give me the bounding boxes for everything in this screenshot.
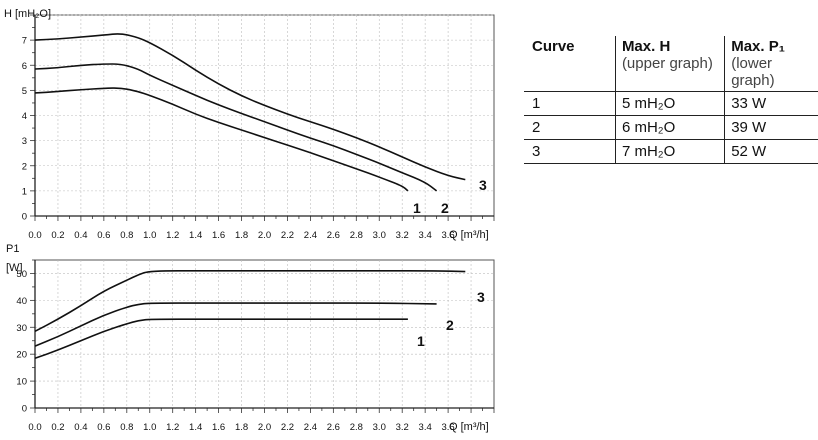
x-tick-label: 2.0 <box>258 422 271 433</box>
x-tick-label: 0.6 <box>97 422 110 433</box>
y-tick-label: 6 <box>22 61 27 72</box>
head-curve-chart: 0.0 0.2 0.4 0.6 0.8 1.0 1.2 1.4 1.6 1.8 2.0 2.2 2.4 2… <box>4 8 495 241</box>
curve-2-line <box>34 63 438 192</box>
header-max-h-title: Max. H <box>621 38 671 55</box>
table-row: 3 7 mH₂O 52 W <box>524 139 818 164</box>
x-tick-label: 3.2 <box>396 230 409 241</box>
x-tick-label: 3.4 <box>419 230 432 241</box>
x-tick-label: 0.4 <box>74 230 87 241</box>
x-tick-label: 3.6 <box>441 230 454 241</box>
y-axis-unit: [W] <box>6 262 23 274</box>
x-tick-label: 1.8 <box>235 422 248 433</box>
x-tick-label: 1.2 <box>166 230 179 241</box>
y-tick-label: 10 <box>16 377 27 388</box>
x-tick-label: 0.8 <box>120 422 133 433</box>
x-tick-label: 1.0 <box>143 230 156 241</box>
x-tick-label: 1.4 <box>189 422 202 433</box>
x-tick-label: 3.2 <box>396 422 409 433</box>
header-max-p: Max. P₁ (lower graph) <box>724 36 818 92</box>
y-tick-label: 5 <box>22 86 27 97</box>
header-curve-title: Curve <box>532 38 575 55</box>
y-tick-label: 30 <box>16 323 27 334</box>
cell-max-h: 5 mH₂O <box>614 91 725 116</box>
x-tick-label: 1.0 <box>143 422 156 433</box>
cell-curve: 1 <box>532 95 541 112</box>
x-tick-label: 0.4 <box>74 422 87 433</box>
x-tick-label: 0.8 <box>120 230 133 241</box>
y-tick-label: 1 <box>22 186 27 197</box>
x-tick-label: 1.2 <box>166 422 179 433</box>
header-max-p-title: Max. P₁ <box>731 38 785 55</box>
x-tick-label: 3.0 <box>373 230 386 241</box>
x-tick-label: 2.6 <box>327 230 340 241</box>
cell-max-h: 6 mH₂O <box>614 115 725 140</box>
curve-spec-table: Curve Max. H (upper graph) Max. P₁ (lowe… <box>524 36 818 164</box>
y-tick-label: 4 <box>22 111 27 122</box>
curve-3-label: 3 <box>479 177 487 193</box>
cell-curve: 3 <box>532 143 541 160</box>
x-tick-label: 1.6 <box>212 230 225 241</box>
x-axis-title: Q [m³/h] <box>449 229 489 241</box>
x-tick-label: 1.8 <box>235 230 248 241</box>
header-max-h: Max. H (upper graph) <box>614 36 725 92</box>
table-row: 2 6 mH₂O 39 W <box>524 115 818 140</box>
y-tick-label: 2 <box>22 161 27 172</box>
x-tick-label: 0.2 <box>51 422 64 433</box>
y-tick-label: 50 <box>16 269 27 280</box>
curve-1-line <box>34 318 408 359</box>
x-tick-label: 1.6 <box>212 422 225 433</box>
cell-max-p: 33 W <box>724 91 818 116</box>
x-tick-label: 2.6 <box>327 422 340 433</box>
header-curve: Curve <box>524 36 615 92</box>
y-tick-label: 0 <box>22 404 27 415</box>
cell-max-p: 52 W <box>724 139 818 164</box>
y-tick-label: 0 <box>22 212 27 223</box>
curve-2-line <box>34 302 437 347</box>
y-tick-label: 20 <box>16 350 27 361</box>
cell-max-p: 39 W <box>724 115 818 140</box>
curve-2-label: 2 <box>446 317 454 333</box>
curve-3-line <box>34 269 466 333</box>
table-row: 1 5 mH₂O 33 W <box>524 91 818 116</box>
x-tick-label: 2.8 <box>350 230 363 241</box>
y-axis-title: H [mH₂O] <box>4 8 51 20</box>
curve-3-label: 3 <box>477 289 485 305</box>
header-max-p-sub: (lower graph) <box>731 55 775 89</box>
x-tick-label: 2.8 <box>350 422 363 433</box>
x-tick-label: 0.0 <box>28 422 41 433</box>
x-tick-label: 2.4 <box>304 230 317 241</box>
x-tick-label: 3.0 <box>373 422 386 433</box>
curve-1-label: 1 <box>417 333 425 349</box>
power-curve-chart: 0.0 0.2 0.4 0.6 0.8 1.0 1.2 1.4 1.6 1.8 2.0 2.2 2.4 2… <box>6 243 495 433</box>
curve-3-line <box>34 33 466 181</box>
x-tick-label: 3.6 <box>441 422 454 433</box>
header-max-h-sub: (upper graph) <box>621 55 713 72</box>
x-tick-label: 0.0 <box>28 230 41 241</box>
curve-1-line <box>34 87 409 192</box>
x-tick-label: 0.6 <box>97 230 110 241</box>
x-tick-label: 0.2 <box>51 230 64 241</box>
x-tick-label: 2.2 <box>281 230 294 241</box>
x-tick-label: 3.4 <box>419 422 432 433</box>
table-header-row: Curve Max. H (upper graph) Max. P₁ (lowe… <box>524 36 818 92</box>
x-tick-label: 2.2 <box>281 422 294 433</box>
x-tick-label: 2.4 <box>304 422 317 433</box>
x-tick-label: 1.4 <box>189 230 202 241</box>
x-axis-title: Q [m³/h] <box>449 421 489 433</box>
curve-2-label: 2 <box>441 200 449 216</box>
x-tick-label: 2.0 <box>258 230 271 241</box>
y-tick-label: 40 <box>16 296 27 307</box>
y-tick-label: 3 <box>22 136 27 147</box>
y-tick-label: 7 <box>22 36 27 47</box>
curve-1-label: 1 <box>413 200 421 216</box>
cell-curve: 2 <box>532 119 541 136</box>
y-axis-title: P1 <box>6 243 19 255</box>
cell-max-h: 7 mH₂O <box>614 139 725 164</box>
